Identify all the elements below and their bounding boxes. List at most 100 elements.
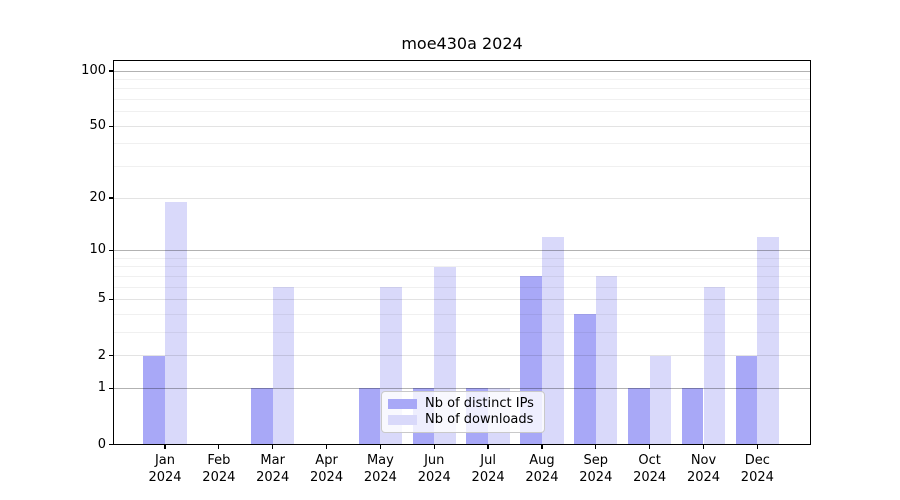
x-axis-tick-label: May 2024 [337,452,423,486]
x-axis-tick-label-line: 2024 [310,469,344,485]
legend-label-distinct-ips: Nb of distinct IPs [425,396,534,411]
x-axis-tick [541,444,543,449]
bar-downloads [541,236,564,445]
legend-swatch-downloads [388,415,417,425]
x-axis-tick-label-line: Mar [260,452,285,468]
plot-area [113,59,811,445]
bar-distinct-ips [627,388,650,445]
x-axis-tick-label-line: Oct [638,452,661,468]
legend: Nb of distinct IPs Nb of downloads [381,391,545,433]
grid-line-minor [113,111,811,113]
bar-downloads [165,202,187,445]
legend-swatch-distinct-ips [388,399,417,409]
y-axis-tick [108,387,113,390]
grid-line-minor [113,257,811,259]
x-axis-tick [756,444,758,449]
y-axis-tick [108,125,113,127]
x-axis-tick-label: Jul 2024 [445,452,531,486]
x-axis-tick-label-line: 2024 [740,469,774,485]
bar-downloads [703,287,726,445]
legend-label-downloads: Nb of downloads [425,412,534,427]
grid-line-minor [113,88,811,90]
x-axis-tick-label: Nov 2024 [661,452,747,486]
y-axis-tick [108,249,113,252]
x-axis-tick [379,444,382,449]
x-axis-tick [487,444,489,449]
grid-line-major [113,249,811,251]
x-axis-tick [595,444,597,449]
y-axis-tick [108,354,113,357]
y-axis-tick-label: 50 [89,118,106,134]
x-axis-tick-label-line: Apr [315,452,338,468]
bar-distinct-ips [735,355,758,445]
x-axis-tick-label-line: 2024 [579,469,613,485]
x-axis-tick-label: Aug 2024 [499,452,585,486]
x-axis-tick-label: Mar 2024 [230,452,316,486]
x-axis-tick-label-line: Feb [207,452,231,468]
x-axis-tick-label: Dec 2024 [714,452,800,486]
grid-line-mid [113,125,811,127]
x-axis-tick-label-line: 2024 [686,469,721,485]
x-axis-tick-label: Jan 2024 [122,452,208,486]
chart-title: moe430a 2024 [401,34,523,53]
x-axis-tick-label: Jun 2024 [391,452,477,486]
y-axis-tick-label: 20 [89,190,106,206]
x-axis-tick-label: Feb 2024 [176,452,262,486]
y-axis-tick [108,298,113,301]
legend-item-distinct-ips: Nb of distinct IPs [388,396,538,412]
x-axis-tick-label-line: Nov [690,452,717,468]
grid-line-minor [113,166,811,168]
x-axis-tick-label-line: Jul [480,452,496,468]
y-axis-tick-label: 10 [89,242,106,258]
bar-downloads [272,287,295,445]
x-axis-tick-label-line: May [366,452,394,468]
grid-line-minor [113,78,811,80]
bar-distinct-ips [574,314,596,445]
grid-line-minor [113,275,811,277]
bar-downloads [595,276,618,445]
y-axis-tick-label: 1 [97,380,106,396]
x-axis-tick-label-line: Aug [529,452,555,468]
x-axis-tick-label: Sep 2024 [553,452,639,486]
x-axis-tick-label-line: 2024 [633,469,667,485]
y-axis-tick-label: 5 [97,291,106,307]
x-axis-tick [218,444,220,449]
y-axis-tick [108,70,113,72]
x-axis-tick [433,444,435,449]
y-axis-tick-label: 0 [97,436,106,452]
x-axis-tick-label-line: 2024 [471,469,505,485]
y-axis-tick [108,443,113,446]
x-axis-tick-label-line: 2024 [148,469,182,485]
x-axis-tick [272,444,274,449]
x-axis-tick [702,444,705,449]
x-axis-tick-label-line: Dec [744,452,770,468]
x-axis-tick [325,444,328,449]
y-axis-tick-label: 100 [81,63,106,78]
y-axis-tick [108,197,113,199]
x-axis-tick-label: Oct 2024 [607,452,693,486]
x-axis-tick-label-line: 2024 [202,469,236,485]
bar-distinct-ips [143,355,165,445]
grid-line-major [113,70,811,72]
x-axis-tick-label-line: 2024 [363,469,397,485]
bar-distinct-ips [251,388,273,445]
bar-distinct-ips [681,388,704,445]
grid-line-mid [113,197,811,199]
x-axis-tick-label-line: 2024 [417,469,451,485]
bar-distinct-ips [358,388,381,445]
x-axis-tick [164,444,166,449]
legend-item-downloads: Nb of downloads [388,412,538,428]
x-axis-tick-label: Apr 2024 [284,452,370,486]
grid-line-minor [113,99,811,101]
bar-downloads [757,236,780,445]
x-axis-tick-label-line: 2024 [256,469,290,485]
x-axis-tick [649,444,651,449]
grid-line-minor [113,266,811,268]
x-axis-tick-label-line: 2024 [525,469,559,485]
bar-downloads [649,355,672,445]
x-axis-tick-label-line: Jan [154,452,176,468]
x-axis-tick-label-line: Jun [424,452,445,468]
y-axis-tick-label: 2 [97,347,106,363]
x-axis-tick-label-line: Sep [583,452,609,468]
